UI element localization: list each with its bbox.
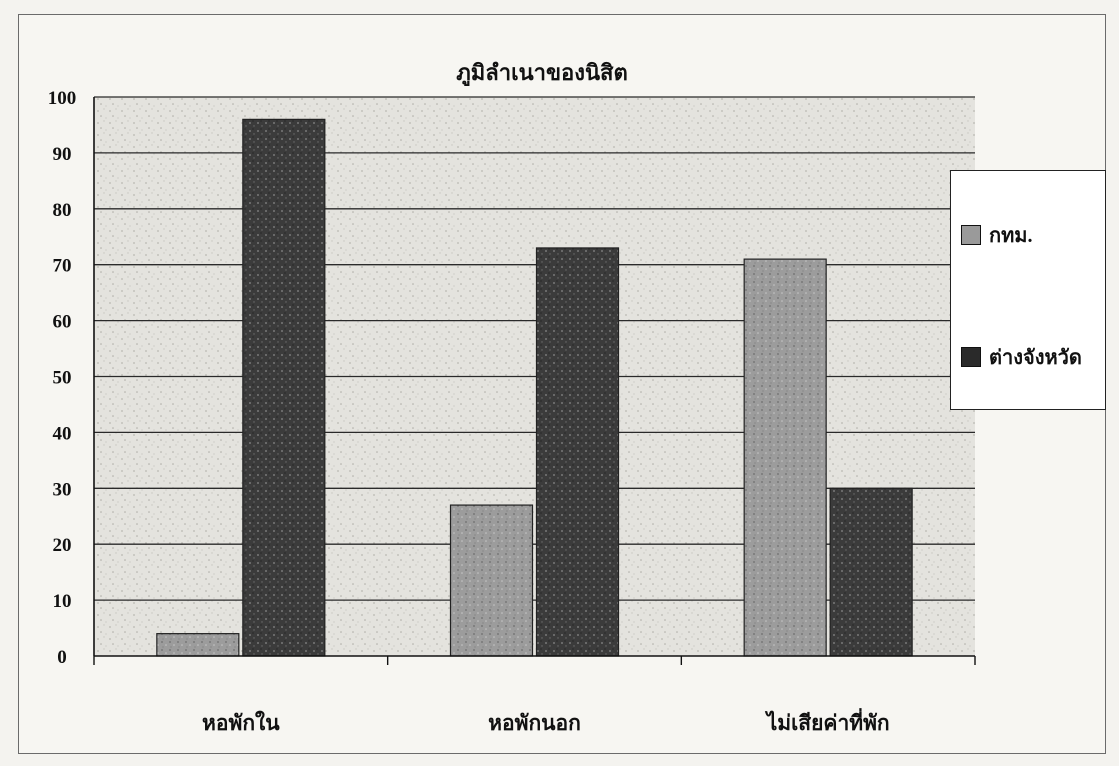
legend-label-series-2: ต่างจังหวัด <box>989 341 1082 373</box>
legend-label-series-1: กทม. <box>989 219 1032 251</box>
legend-item-series-2: ต่างจังหวัด <box>961 341 1082 373</box>
y-tick-labels: 0 10 20 30 40 50 60 70 80 90 100 <box>48 88 77 668</box>
y-tick-label: 30 <box>53 479 72 500</box>
bar-series-1 <box>744 259 826 656</box>
y-tick-label: 90 <box>53 144 72 165</box>
x-category-label: หอพักนอก <box>488 711 581 735</box>
y-tick-label: 0 <box>57 647 67 668</box>
legend-swatch-series-2 <box>961 347 981 367</box>
bar-series-1 <box>157 634 239 656</box>
y-tick-label: 70 <box>53 256 72 277</box>
legend-swatch-series-1 <box>961 225 981 245</box>
y-tick-label: 10 <box>53 591 72 612</box>
x-category-label: หอพักใน <box>202 710 280 735</box>
bar-series-2 <box>243 119 325 656</box>
x-category-label: ไม่เสียค่าที่พัก <box>765 707 890 735</box>
legend: กทม. ต่างจังหวัด <box>950 170 1106 410</box>
y-tick-label: 50 <box>53 368 72 389</box>
y-tick-label: 100 <box>48 88 77 109</box>
chart-title: ภูมิลำเนาของนิสิต <box>456 60 628 87</box>
x-category-labels: หอพักใน หอพักนอก ไม่เสียค่าที่พัก <box>202 707 890 735</box>
legend-item-series-1: กทม. <box>961 219 1032 251</box>
bar-series-1 <box>451 505 533 656</box>
bar-series-2 <box>830 488 912 656</box>
y-tick-label: 40 <box>53 423 72 444</box>
y-tick-label: 80 <box>53 200 72 221</box>
y-tick-label: 60 <box>53 312 72 333</box>
bar-series-2 <box>537 248 619 656</box>
y-tick-label: 20 <box>53 535 72 556</box>
